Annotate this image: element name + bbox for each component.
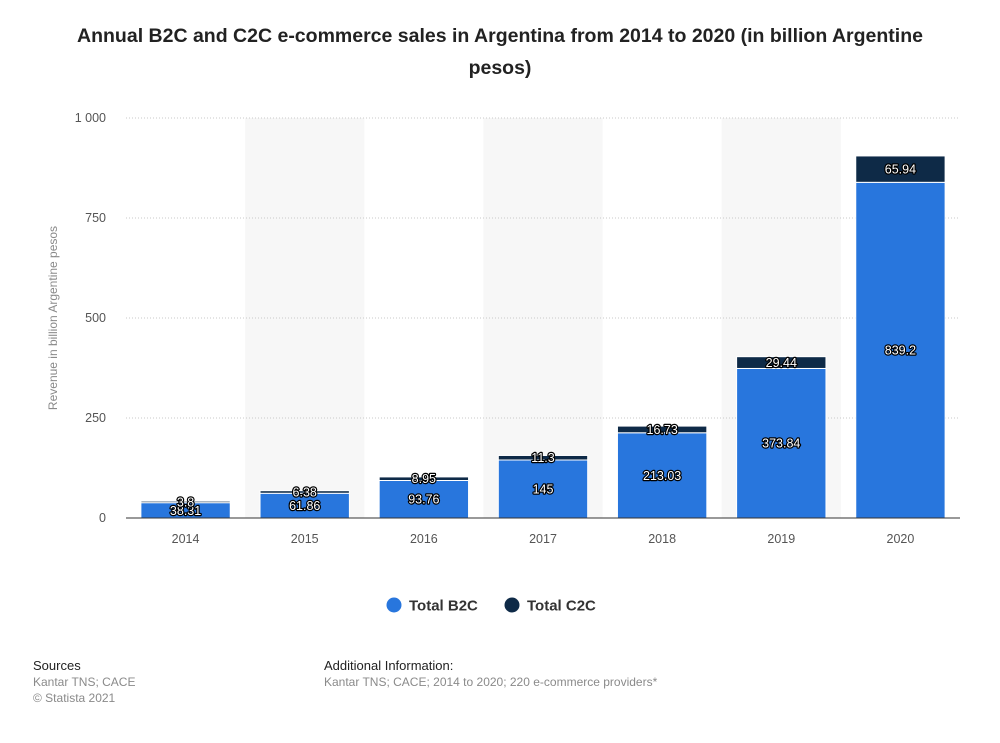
- y-tick-label: 500: [85, 311, 106, 325]
- bar-c2c-2016: [378, 476, 470, 481]
- data-label-c2c-2016: 8.95: [412, 472, 436, 486]
- y-tick-label: 0: [99, 511, 106, 525]
- bar-c2c-2019: [736, 356, 827, 369]
- sources-heading: Sources: [33, 658, 81, 673]
- bar-c2c-2018: [616, 425, 708, 434]
- legend-swatch: [386, 597, 402, 613]
- legend-item-c2c[interactable]: Total C2C: [504, 597, 597, 615]
- data-label-c2c-2015: 6.38: [293, 485, 317, 499]
- legend-label: Total B2C: [409, 598, 478, 615]
- data-label-c2c-2019: 29.44: [766, 356, 797, 370]
- y-axis-label: Revenue in billion Argentine pesos: [46, 226, 60, 410]
- y-tick-label: 1 000: [75, 111, 106, 125]
- x-tick-label: 2020: [887, 532, 915, 546]
- legend-label: Total C2C: [527, 598, 596, 615]
- x-tick-label: 2016: [410, 532, 438, 546]
- bar-c2c-2014: [140, 500, 231, 504]
- legend-item-b2c[interactable]: Total B2C: [386, 597, 479, 615]
- data-label-c2c-2020: 65.94: [885, 163, 916, 177]
- bar-b2c-2015: [259, 492, 350, 519]
- data-label-c2c-2018: 16.73: [647, 423, 678, 437]
- x-tick-label: 2019: [767, 532, 795, 546]
- bar-c2c-2020: [855, 155, 946, 183]
- data-label-b2c-2016: 93.76: [408, 493, 439, 507]
- x-tick-label: 2017: [529, 532, 557, 546]
- additional-info-line: Kantar TNS; CACE; 2014 to 2020; 220 e-co…: [324, 675, 658, 689]
- bars: [140, 155, 946, 519]
- data-label-b2c-2015: 61.86: [289, 499, 320, 513]
- chart-title: Annual B2C and C2C e-commerce sales in A…: [77, 25, 923, 79]
- bar-b2c-2020: [855, 181, 946, 519]
- data-label-c2c-2014: 3.8: [177, 495, 194, 509]
- copyright-line: © Statista 2021: [33, 691, 116, 705]
- legend: Total B2C Total C2C: [386, 597, 597, 615]
- data-label-b2c-2018: 213.03: [643, 469, 681, 483]
- bar-b2c-2018: [616, 432, 708, 519]
- x-tick-label: 2018: [648, 532, 676, 546]
- data-label-c2c-2017: 11.3: [531, 451, 554, 465]
- additional-info-heading: Additional Information:: [324, 658, 454, 673]
- data-label-b2c-2019: 373.84: [762, 437, 800, 451]
- additional-info-block: Additional Information: Kantar TNS; CACE…: [324, 657, 657, 690]
- x-tick-label: 2014: [172, 532, 200, 546]
- x-axis-ticks: 2014 2015 2016 2017 2018 2019 2020: [172, 532, 915, 546]
- column-band: [245, 118, 365, 518]
- bar-c2c-2015: [259, 490, 350, 494]
- data-label-b2c-2017: 145: [533, 483, 554, 497]
- bar-b2c-2017: [497, 459, 589, 519]
- bar-c2c-2017: [497, 454, 589, 461]
- bar-b2c-2019: [736, 367, 827, 519]
- y-tick-label: 750: [85, 211, 106, 225]
- legend-swatch: [504, 597, 520, 613]
- y-axis-ticks: 0 250 500 750 1 000: [75, 111, 106, 525]
- data-label-b2c-2020: 839.2: [885, 344, 916, 358]
- sources-block: Sources Kantar TNS; CACE © Statista 2021: [33, 657, 135, 706]
- bar-b2c-2016: [378, 479, 470, 519]
- data-label-b2c-2014: 38.31: [170, 504, 201, 518]
- data-labels: 38.313.8 61.866.38 93.76 8.95 145 11.3 213.03 1…: [169, 161, 918, 519]
- gridlines: [126, 117, 960, 419]
- sources-line: Kantar TNS; CACE: [33, 675, 136, 689]
- y-tick-label: 250: [85, 411, 106, 425]
- x-tick-label: 2015: [291, 532, 319, 546]
